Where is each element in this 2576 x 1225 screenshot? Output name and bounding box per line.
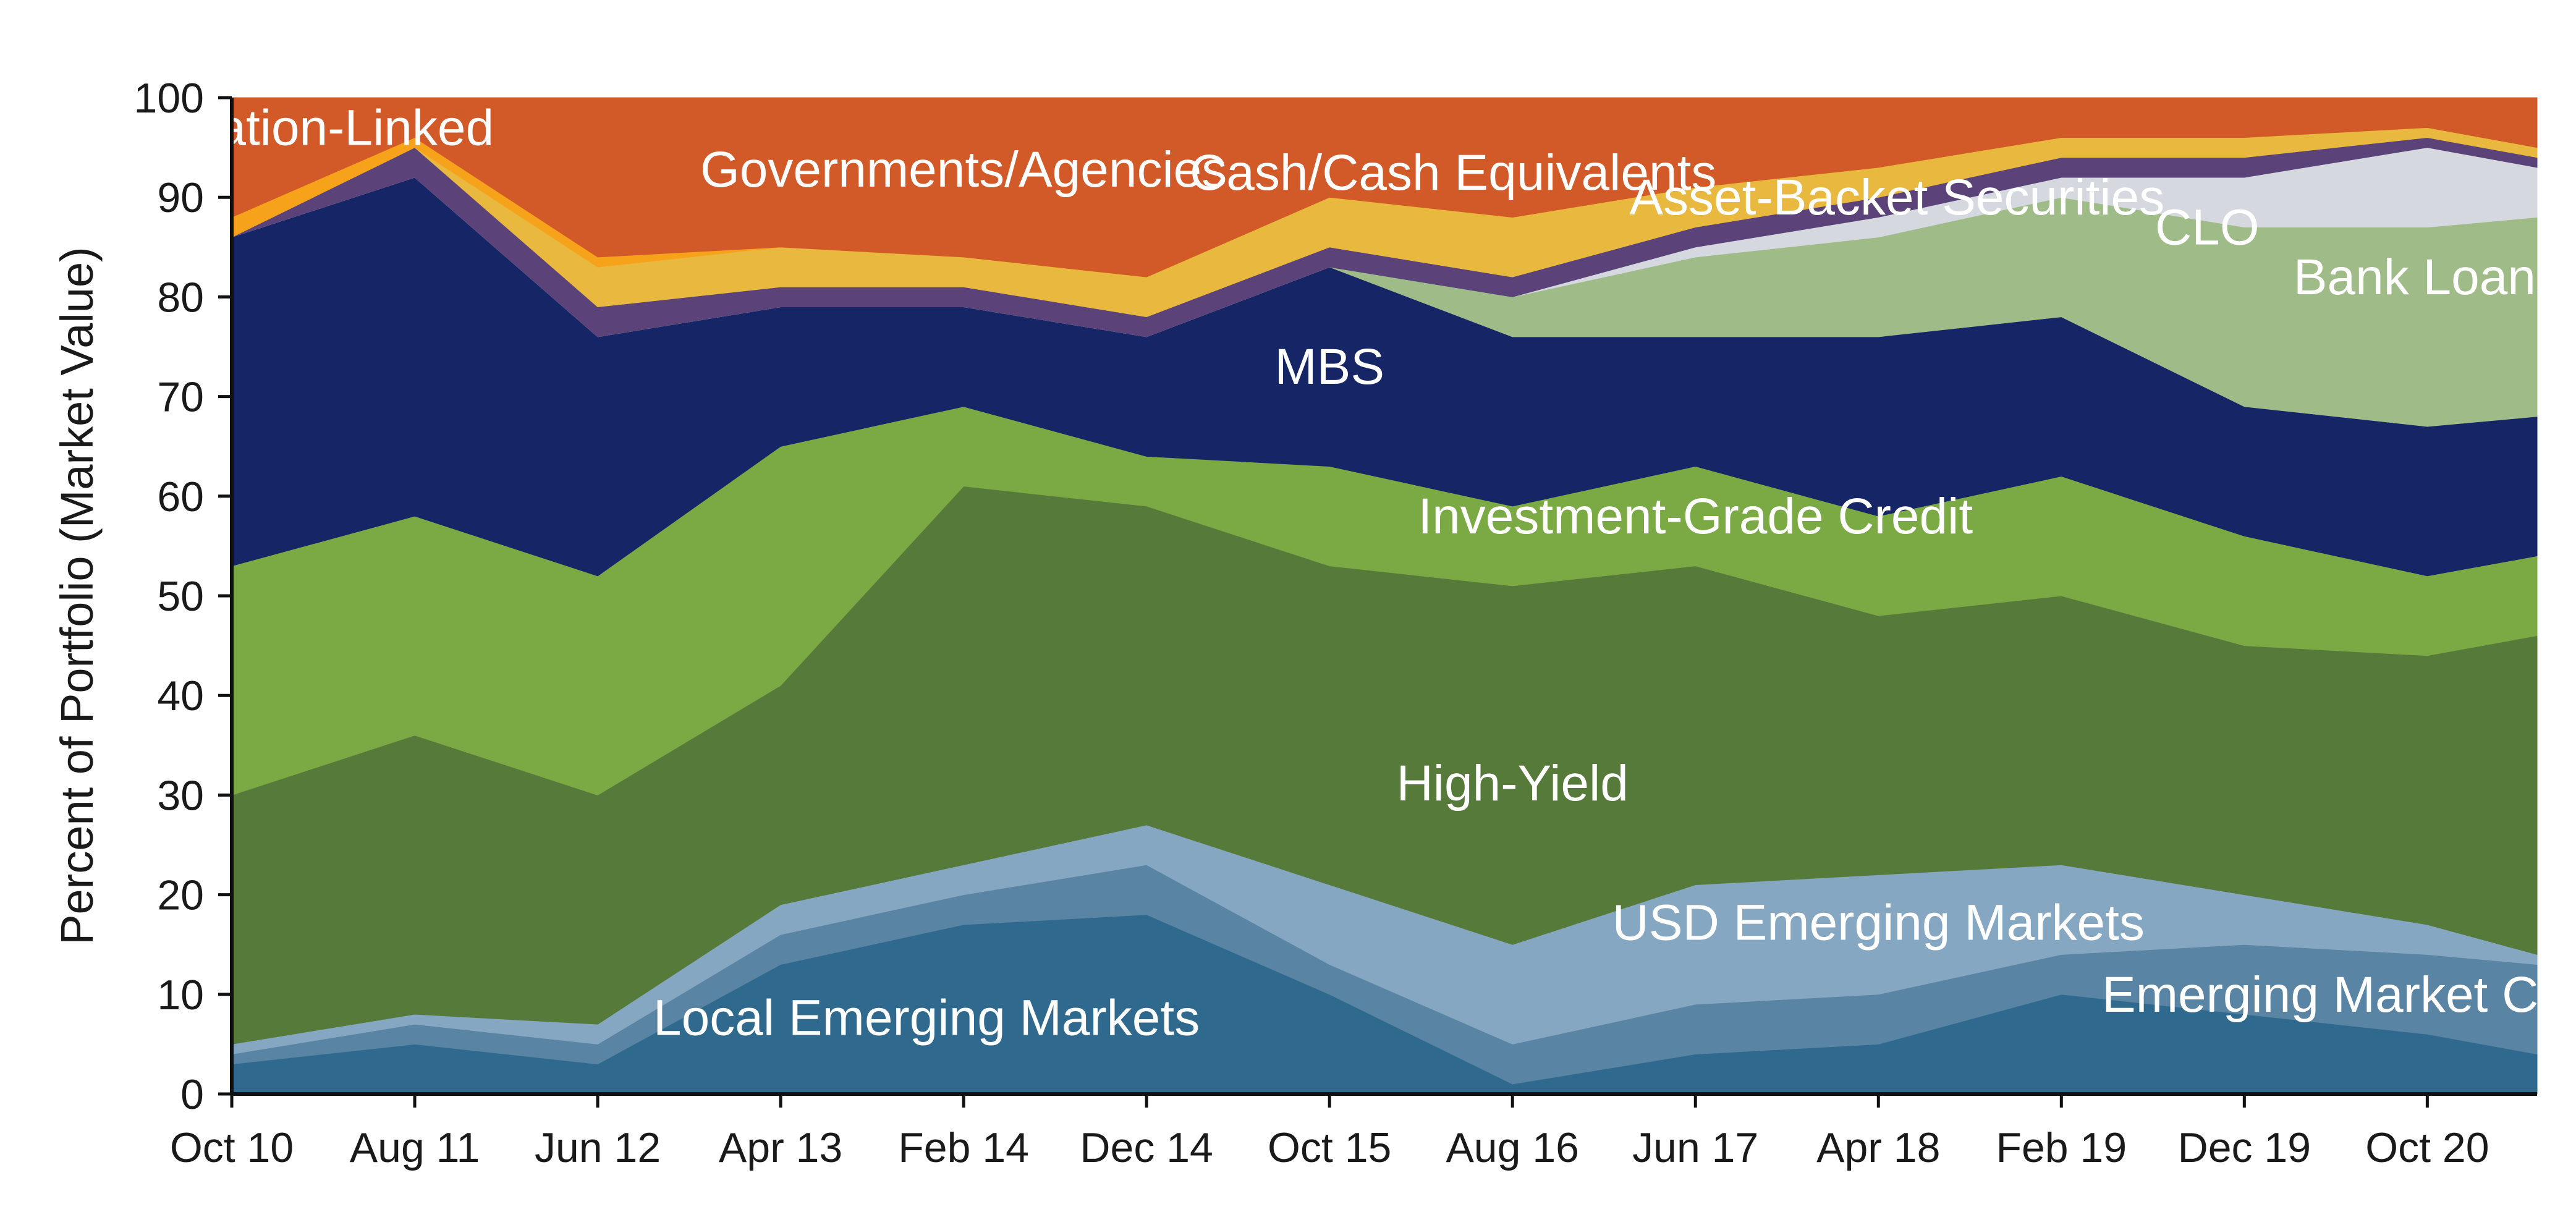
series-areas bbox=[231, 97, 2538, 1095]
label-clo: CLO bbox=[2155, 200, 2260, 256]
label-mbs: MBS bbox=[1274, 339, 1384, 395]
label-investment-grade-credit: Investment-Grade Credit bbox=[1418, 488, 1973, 545]
x-tick-label: Dec 14 bbox=[1080, 1124, 1213, 1171]
y-axis-title: Percent of Portfolio (Market Value) bbox=[51, 247, 103, 945]
x-tick-label: Dec 19 bbox=[2178, 1124, 2311, 1171]
x-tick-label: Feb 19 bbox=[1996, 1124, 2127, 1171]
y-tick-label: 60 bbox=[157, 473, 204, 520]
y-tick-label: 90 bbox=[157, 174, 204, 221]
x-tick-label: Jun 12 bbox=[535, 1124, 661, 1171]
y-tick-label: 80 bbox=[157, 274, 204, 321]
y-tick-label: 50 bbox=[157, 573, 204, 620]
x-tick-label: Oct 10 bbox=[170, 1124, 294, 1171]
y-tick-label: 70 bbox=[157, 374, 204, 421]
label-emerging-market-corporates: Emerging Market Corporates bbox=[2102, 967, 2576, 1023]
y-tick-label: 10 bbox=[157, 972, 204, 1019]
label-cash-cash-equivalents: Cash/Cash Equivalents bbox=[1190, 145, 1716, 201]
label-governments-agencies: Governments/Agencies bbox=[700, 142, 1227, 198]
series-labels: Local Emerging Markets Emerging Market Co… bbox=[150, 100, 2576, 1046]
label-inflation-linked: Inflation-Linked bbox=[150, 100, 494, 156]
y-tick-label: 40 bbox=[157, 672, 204, 719]
x-tick-label: Aug 11 bbox=[350, 1124, 480, 1171]
x-tick-label: Jun 17 bbox=[1632, 1124, 1758, 1171]
x-tick-label: Oct 15 bbox=[1268, 1124, 1391, 1171]
x-tick-label: Apr 13 bbox=[719, 1124, 842, 1171]
label-local-emerging-markets: Local Emerging Markets bbox=[653, 990, 1200, 1046]
x-axis: Oct 10 Aug 11 Jun 12 Apr 13 Feb 14 Dec 14 Oct … bbox=[170, 1092, 2537, 1171]
area-governments-agencies bbox=[231, 97, 2538, 278]
label-bank-loans: Bank Loans bbox=[2294, 249, 2561, 305]
x-tick-label: Aug 16 bbox=[1446, 1124, 1579, 1171]
y-tick-label: 100 bbox=[134, 75, 204, 122]
y-tick-label: 20 bbox=[157, 872, 204, 919]
label-high-yield: High-Yield bbox=[1397, 755, 1629, 812]
x-tick-label: Feb 14 bbox=[898, 1124, 1029, 1171]
label-usd-emerging-markets: USD Emerging Markets bbox=[1612, 895, 2145, 951]
y-tick-label: 30 bbox=[157, 772, 204, 819]
y-tick-label: 0 bbox=[180, 1071, 204, 1118]
label-asset-backet-securities: Asset-Backet Securities bbox=[1629, 169, 2164, 226]
y-axis: 0 10 20 30 40 50 60 70 80 90 100 bbox=[134, 75, 234, 1118]
x-tick-label: Oct 20 bbox=[2365, 1124, 2489, 1171]
x-tick-label: Apr 18 bbox=[1816, 1124, 1940, 1171]
